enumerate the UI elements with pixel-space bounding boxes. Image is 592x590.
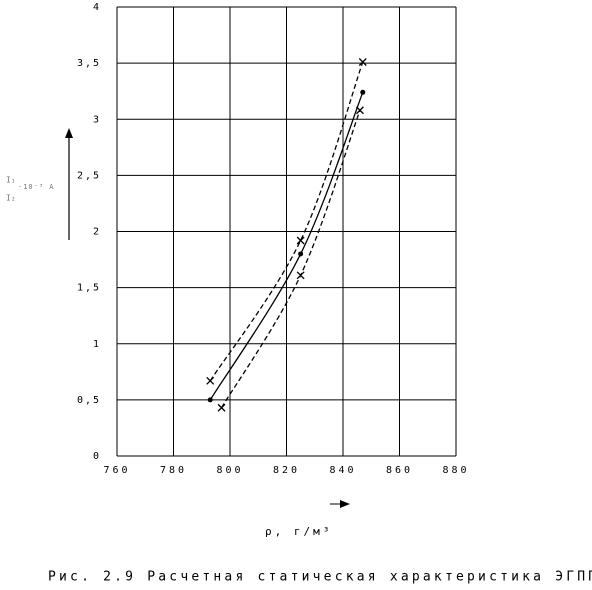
x-tick-label: 860 <box>386 465 413 476</box>
y-label: I₂ <box>6 194 16 203</box>
x-arrow-head <box>340 500 350 508</box>
y-tick-label: 3 <box>93 114 101 125</box>
x-label: ρ, г/м³ <box>265 525 332 538</box>
point <box>298 251 304 257</box>
x-tick-label: 760 <box>103 465 130 476</box>
y-tick-label: 1,5 <box>77 283 101 294</box>
y-tick-label: 4 <box>93 2 101 13</box>
point <box>217 403 226 412</box>
x-tick-label: 840 <box>329 465 356 476</box>
x-tick-label: 800 <box>216 465 243 476</box>
y-tick-label: 2 <box>93 227 101 238</box>
point <box>360 89 366 95</box>
y-tick-label: 2,5 <box>77 170 101 181</box>
y-tick-label: 0,5 <box>77 395 101 406</box>
caption: Рис. 2.9 Расчетная статическая характери… <box>48 570 592 585</box>
x-tick-label: 820 <box>273 465 300 476</box>
x-tick-label: 780 <box>160 465 187 476</box>
y-label: ·10⁻³ А <box>18 183 55 191</box>
y-tick-label: 1 <box>93 339 101 350</box>
x-tick-label: 880 <box>442 465 469 476</box>
point <box>296 236 305 245</box>
series-line <box>209 61 364 382</box>
y-tick-label: 0 <box>93 451 101 462</box>
y-arrow-head <box>65 128 73 138</box>
point <box>358 58 367 66</box>
point <box>355 106 364 115</box>
point <box>207 397 213 403</box>
point <box>296 271 305 280</box>
point <box>206 376 215 385</box>
y-tick-label: 3,5 <box>77 58 101 69</box>
y-label: I₁ <box>6 176 16 185</box>
